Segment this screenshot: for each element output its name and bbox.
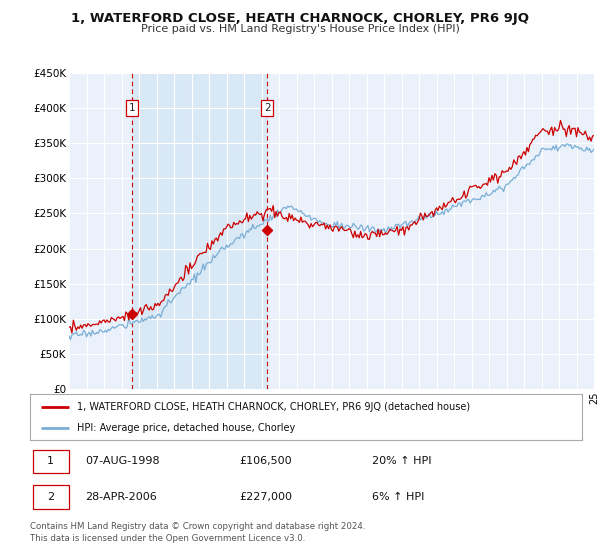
Text: 28-APR-2006: 28-APR-2006 — [85, 492, 157, 502]
Text: 07-AUG-1998: 07-AUG-1998 — [85, 456, 160, 466]
Text: HPI: Average price, detached house, Chorley: HPI: Average price, detached house, Chor… — [77, 423, 295, 433]
Text: 2: 2 — [264, 103, 271, 113]
Text: 1, WATERFORD CLOSE, HEATH CHARNOCK, CHORLEY, PR6 9JQ: 1, WATERFORD CLOSE, HEATH CHARNOCK, CHOR… — [71, 12, 529, 25]
Text: £106,500: £106,500 — [240, 456, 292, 466]
Text: Contains HM Land Registry data © Crown copyright and database right 2024.
This d: Contains HM Land Registry data © Crown c… — [30, 522, 365, 543]
Text: 1: 1 — [128, 103, 135, 113]
Text: 6% ↑ HPI: 6% ↑ HPI — [372, 492, 425, 502]
Text: 1, WATERFORD CLOSE, HEATH CHARNOCK, CHORLEY, PR6 9JQ (detached house): 1, WATERFORD CLOSE, HEATH CHARNOCK, CHOR… — [77, 402, 470, 412]
Bar — [132, 73, 267, 389]
Text: 1: 1 — [47, 456, 54, 466]
FancyBboxPatch shape — [33, 450, 68, 473]
Text: 2: 2 — [47, 492, 54, 502]
Text: £227,000: £227,000 — [240, 492, 293, 502]
Text: Price paid vs. HM Land Registry's House Price Index (HPI): Price paid vs. HM Land Registry's House … — [140, 24, 460, 34]
Text: 20% ↑ HPI: 20% ↑ HPI — [372, 456, 432, 466]
FancyBboxPatch shape — [33, 485, 68, 508]
